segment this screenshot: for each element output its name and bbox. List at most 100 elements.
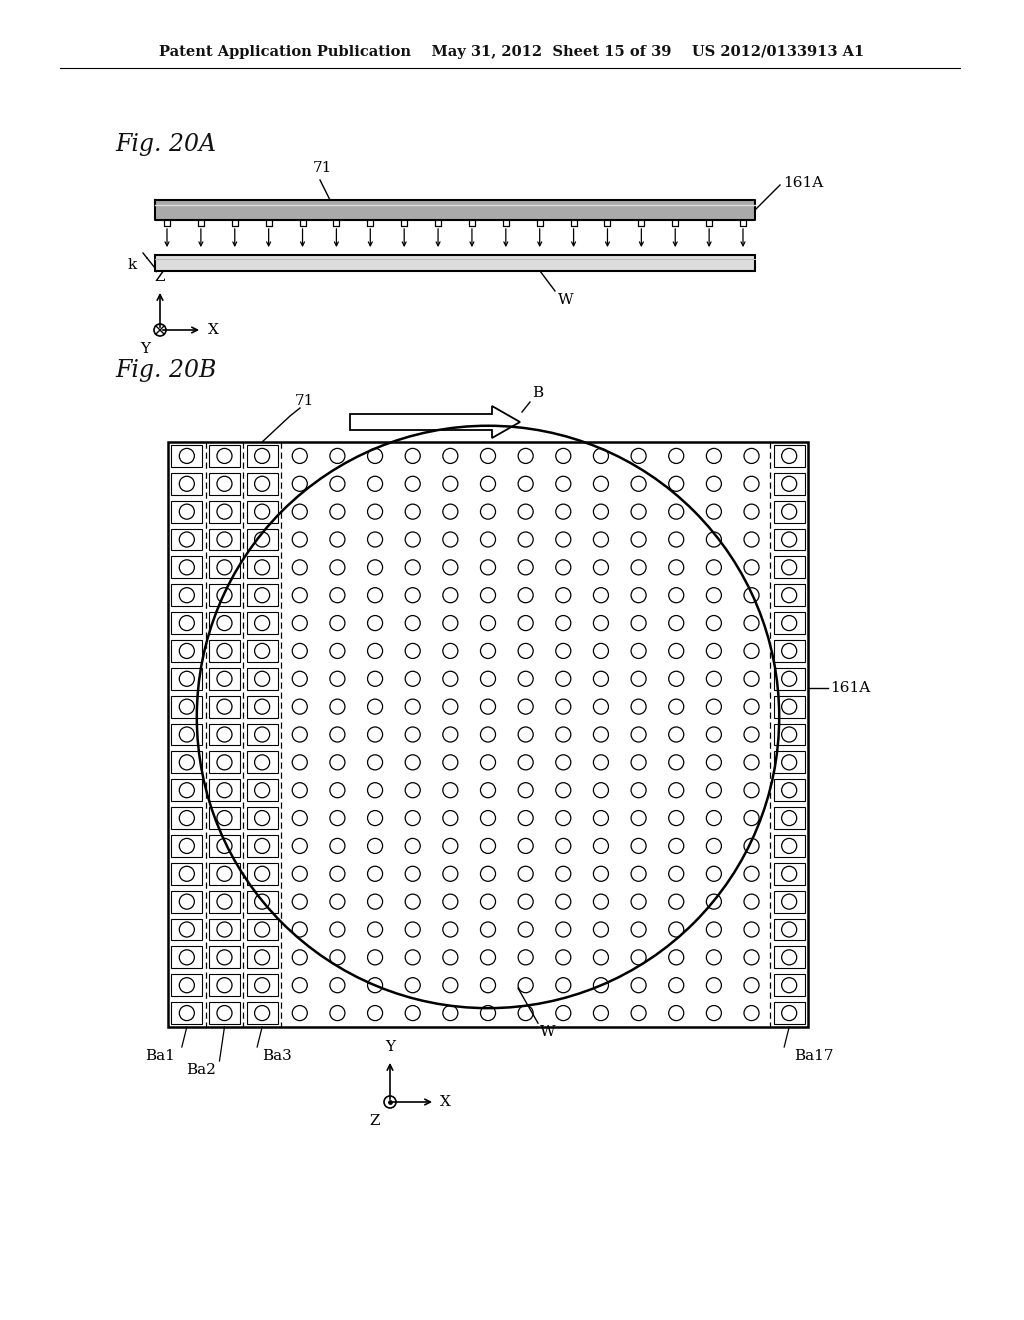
- Text: Ba1: Ba1: [145, 1049, 175, 1063]
- Text: Ba2: Ba2: [186, 1063, 216, 1077]
- Text: 161A: 161A: [830, 681, 870, 694]
- Bar: [171, 974, 203, 997]
- Bar: [155, 201, 755, 220]
- Text: Fig. 20A: Fig. 20A: [115, 133, 216, 157]
- Bar: [774, 946, 805, 969]
- Bar: [247, 668, 278, 689]
- Bar: [774, 723, 805, 746]
- Bar: [209, 863, 240, 884]
- Bar: [209, 1002, 240, 1024]
- Bar: [247, 779, 278, 801]
- Bar: [247, 751, 278, 774]
- Bar: [774, 528, 805, 550]
- Bar: [247, 1002, 278, 1024]
- Bar: [171, 557, 203, 578]
- Bar: [209, 808, 240, 829]
- Bar: [171, 779, 203, 801]
- Text: W: W: [540, 1026, 556, 1039]
- Bar: [247, 696, 278, 718]
- Bar: [171, 919, 203, 940]
- Bar: [247, 445, 278, 467]
- Bar: [171, 891, 203, 912]
- Text: 71: 71: [312, 161, 332, 176]
- Bar: [171, 723, 203, 746]
- Bar: [247, 836, 278, 857]
- Bar: [774, 557, 805, 578]
- Bar: [774, 1002, 805, 1024]
- Text: Y: Y: [385, 1040, 395, 1053]
- Bar: [247, 723, 278, 746]
- Bar: [774, 585, 805, 606]
- Bar: [247, 946, 278, 969]
- Bar: [171, 863, 203, 884]
- Bar: [247, 919, 278, 940]
- Bar: [171, 668, 203, 689]
- Bar: [247, 863, 278, 884]
- Bar: [774, 696, 805, 718]
- Text: 71: 71: [295, 393, 314, 408]
- Bar: [774, 836, 805, 857]
- Text: 161A: 161A: [783, 176, 823, 190]
- Bar: [209, 779, 240, 801]
- Bar: [209, 919, 240, 940]
- Bar: [171, 946, 203, 969]
- Text: Z: Z: [155, 271, 165, 284]
- Bar: [209, 585, 240, 606]
- Bar: [247, 500, 278, 523]
- Bar: [171, 528, 203, 550]
- Bar: [171, 612, 203, 634]
- Bar: [171, 751, 203, 774]
- Bar: [171, 640, 203, 661]
- Text: Ba3: Ba3: [262, 1049, 292, 1063]
- Bar: [774, 473, 805, 495]
- Text: X: X: [440, 1096, 451, 1109]
- Bar: [209, 836, 240, 857]
- Bar: [209, 445, 240, 467]
- Text: Y: Y: [140, 342, 150, 356]
- Bar: [171, 473, 203, 495]
- Bar: [171, 500, 203, 523]
- Bar: [247, 528, 278, 550]
- Bar: [168, 442, 808, 1027]
- Text: W: W: [558, 293, 573, 308]
- Text: B: B: [532, 385, 543, 400]
- Bar: [774, 863, 805, 884]
- Bar: [247, 612, 278, 634]
- Bar: [774, 808, 805, 829]
- Bar: [247, 585, 278, 606]
- Bar: [209, 723, 240, 746]
- Text: Ba17: Ba17: [795, 1049, 834, 1063]
- Text: X: X: [208, 323, 219, 337]
- Bar: [171, 1002, 203, 1024]
- Bar: [774, 974, 805, 997]
- Bar: [247, 557, 278, 578]
- Text: Z: Z: [370, 1114, 380, 1129]
- Text: Fig. 20B: Fig. 20B: [115, 359, 216, 381]
- Bar: [209, 612, 240, 634]
- Bar: [209, 668, 240, 689]
- Bar: [774, 919, 805, 940]
- Bar: [171, 836, 203, 857]
- Bar: [209, 891, 240, 912]
- Bar: [209, 974, 240, 997]
- Bar: [247, 808, 278, 829]
- Bar: [774, 751, 805, 774]
- Bar: [209, 473, 240, 495]
- Bar: [774, 445, 805, 467]
- Bar: [247, 891, 278, 912]
- Bar: [209, 528, 240, 550]
- Bar: [774, 668, 805, 689]
- Bar: [247, 640, 278, 661]
- Bar: [774, 779, 805, 801]
- Text: Patent Application Publication    May 31, 2012  Sheet 15 of 39    US 2012/013391: Patent Application Publication May 31, 2…: [160, 45, 864, 59]
- Text: k: k: [128, 257, 137, 272]
- Bar: [171, 696, 203, 718]
- Bar: [209, 640, 240, 661]
- Bar: [774, 891, 805, 912]
- Bar: [209, 500, 240, 523]
- Bar: [171, 445, 203, 467]
- Bar: [171, 585, 203, 606]
- Bar: [171, 808, 203, 829]
- Bar: [247, 473, 278, 495]
- Bar: [209, 751, 240, 774]
